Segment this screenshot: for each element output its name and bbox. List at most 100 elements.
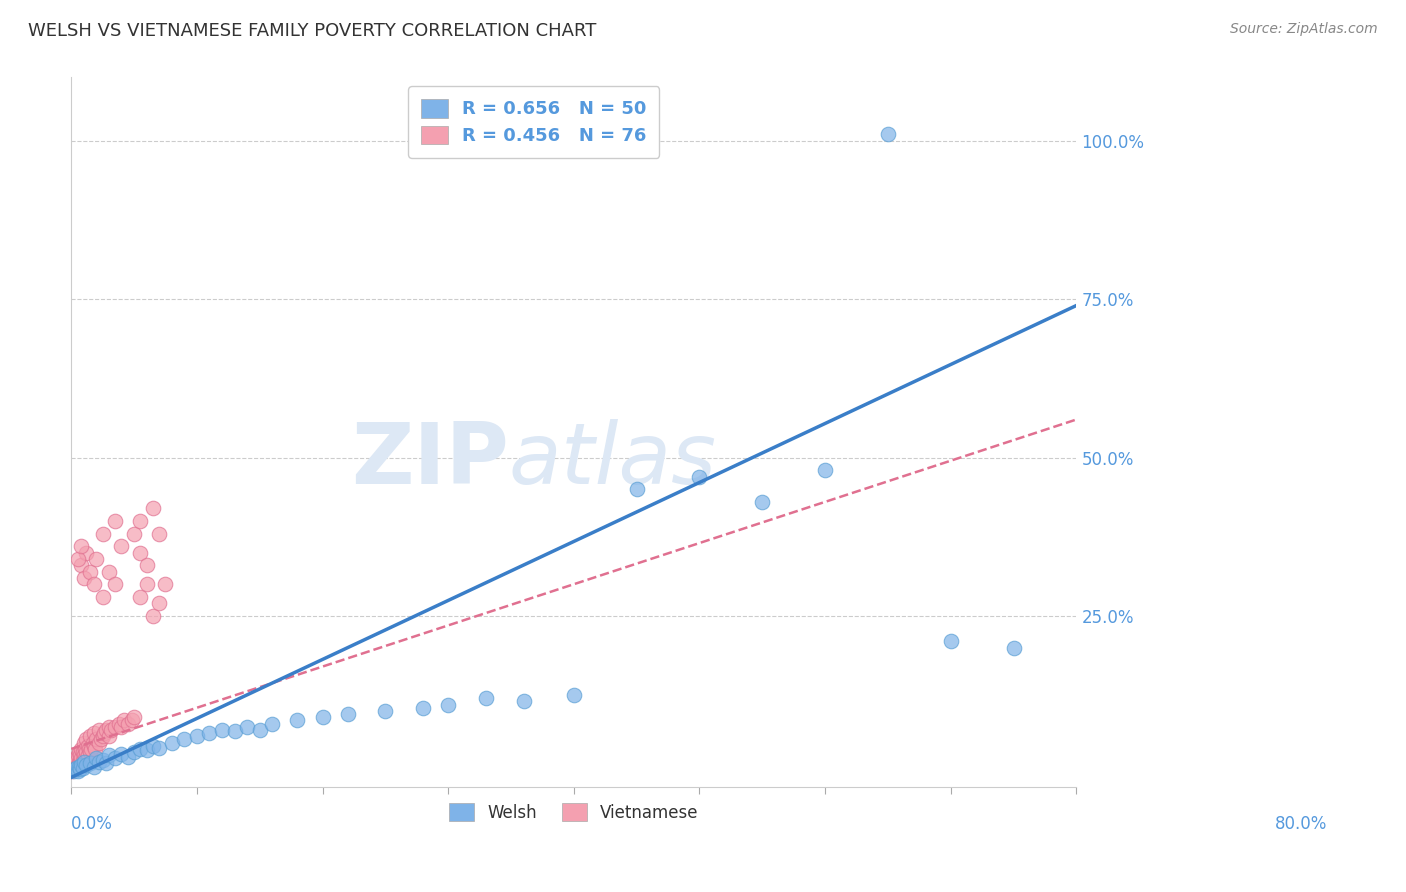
Point — [63, 761, 86, 775]
Point — [104, 720, 127, 734]
Text: WELSH VS VIETNAMESE FAMILY POVERTY CORRELATION CHART: WELSH VS VIETNAMESE FAMILY POVERTY CORRE… — [28, 22, 596, 40]
Point — [412, 700, 434, 714]
Point — [236, 720, 259, 734]
Point — [104, 514, 127, 528]
Point — [512, 694, 534, 708]
Point — [96, 723, 118, 737]
Point — [688, 469, 710, 483]
Point — [562, 688, 585, 702]
Point — [75, 732, 97, 747]
Point — [83, 759, 105, 773]
Legend: Welsh, Vietnamese: Welsh, Vietnamese — [443, 797, 706, 829]
Point — [86, 732, 108, 747]
Point — [104, 751, 127, 765]
Point — [72, 745, 94, 759]
Point — [121, 714, 143, 728]
Point — [75, 545, 97, 559]
Point — [97, 748, 120, 763]
Point — [69, 755, 91, 769]
Point — [83, 726, 105, 740]
Point — [70, 742, 93, 756]
Point — [70, 539, 93, 553]
Point — [91, 729, 114, 743]
Point — [63, 755, 86, 769]
Point — [148, 526, 170, 541]
Point — [129, 514, 152, 528]
Point — [65, 759, 87, 773]
Point — [73, 735, 96, 749]
Point — [83, 577, 105, 591]
Point — [65, 761, 87, 775]
Point — [90, 732, 112, 747]
Point — [87, 755, 110, 769]
Point — [75, 757, 97, 772]
Point — [751, 495, 773, 509]
Point — [186, 729, 208, 743]
Text: ZIP: ZIP — [350, 419, 509, 502]
Point — [104, 577, 127, 591]
Point — [62, 764, 84, 778]
Point — [117, 716, 139, 731]
Point — [73, 571, 96, 585]
Point — [62, 764, 84, 778]
Point — [67, 756, 90, 770]
Point — [66, 748, 89, 763]
Point — [79, 745, 101, 759]
Point — [79, 756, 101, 770]
Point — [83, 739, 105, 753]
Point — [877, 128, 900, 142]
Point — [110, 720, 132, 734]
Point — [198, 726, 221, 740]
Point — [97, 565, 120, 579]
Point — [86, 552, 108, 566]
Point — [110, 747, 132, 761]
Point — [262, 716, 284, 731]
Point — [76, 748, 98, 763]
Point — [142, 501, 165, 516]
Point — [91, 526, 114, 541]
Text: 0.0%: 0.0% — [72, 815, 112, 833]
Point — [110, 539, 132, 553]
Point — [66, 757, 89, 772]
Point — [96, 756, 118, 770]
Point — [814, 463, 837, 477]
Point — [73, 751, 96, 765]
Point — [475, 691, 498, 706]
Point — [84, 742, 107, 756]
Point — [79, 729, 101, 743]
Point — [73, 755, 96, 769]
Point — [112, 714, 135, 728]
Point — [73, 742, 96, 756]
Point — [108, 716, 131, 731]
Point — [70, 558, 93, 573]
Point — [129, 742, 152, 756]
Point — [72, 761, 94, 775]
Text: atlas: atlas — [509, 419, 717, 502]
Point — [155, 577, 177, 591]
Point — [939, 634, 962, 648]
Point — [122, 745, 145, 759]
Point — [287, 714, 309, 728]
Point — [73, 748, 96, 763]
Point — [142, 739, 165, 753]
Point — [69, 748, 91, 763]
Point — [374, 704, 396, 718]
Point — [91, 753, 114, 767]
Point — [1002, 640, 1025, 655]
Point — [211, 723, 233, 737]
Point — [135, 577, 157, 591]
Point — [67, 759, 90, 773]
Point — [249, 723, 271, 737]
Point — [70, 751, 93, 765]
Point — [93, 726, 115, 740]
Point — [100, 723, 122, 737]
Point — [117, 749, 139, 764]
Text: Source: ZipAtlas.com: Source: ZipAtlas.com — [1230, 22, 1378, 37]
Point — [87, 735, 110, 749]
Point — [160, 735, 183, 749]
Point — [122, 710, 145, 724]
Point — [129, 545, 152, 559]
Point — [86, 751, 108, 765]
Point — [97, 720, 120, 734]
Point — [336, 707, 359, 722]
